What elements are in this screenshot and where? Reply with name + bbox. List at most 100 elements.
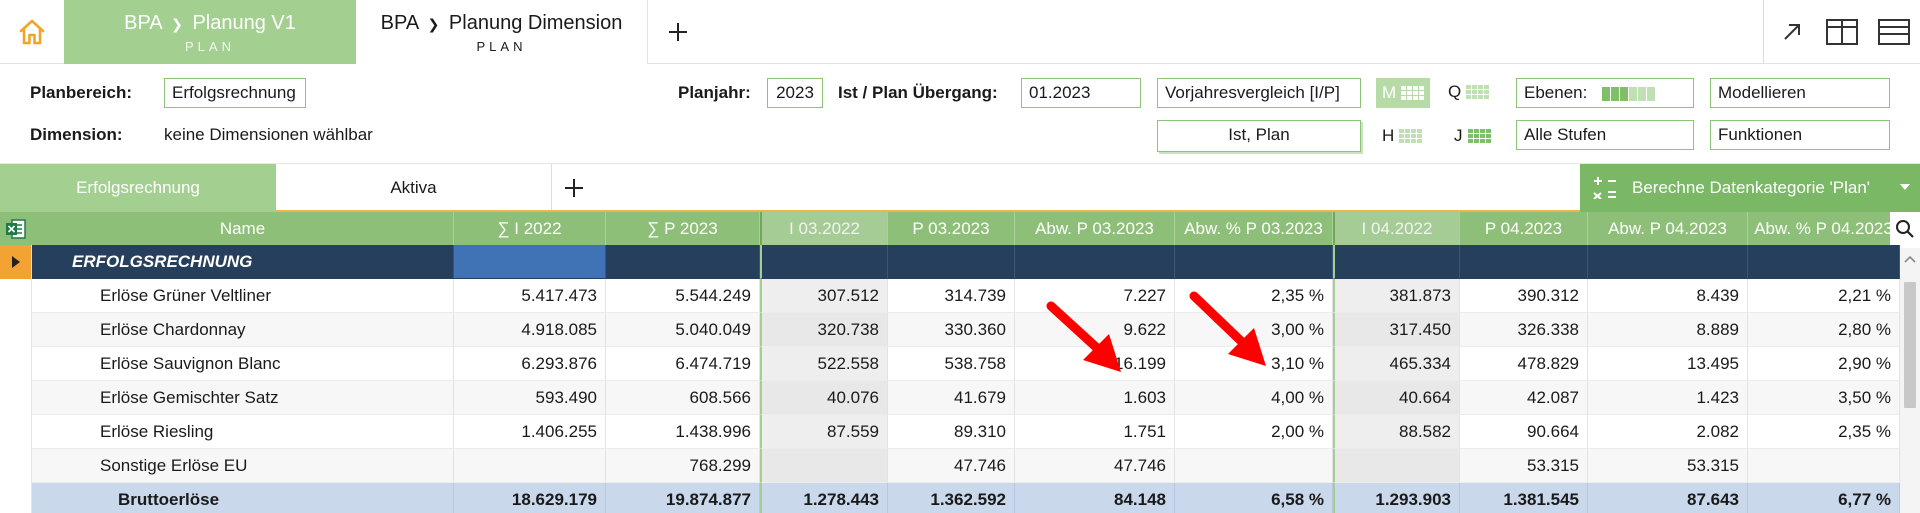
table-row[interactable]: Erlöse Sauvignon Blanc 6.293.876 6.474.719… bbox=[0, 347, 1900, 381]
value-cell[interactable]: 1.293.903 bbox=[1333, 483, 1460, 513]
value-cell[interactable] bbox=[1588, 245, 1748, 279]
planbereich-select[interactable]: Erfolgsrechnung bbox=[164, 78, 306, 108]
value-cell[interactable]: 87.559 bbox=[760, 415, 888, 449]
doc-tab-planung-v1[interactable]: BPA ❯ Planung V1 PLAN bbox=[64, 0, 356, 64]
value-cell[interactable]: 330.360 bbox=[888, 313, 1015, 347]
value-cell[interactable]: 40.664 bbox=[1333, 381, 1460, 415]
value-cell[interactable]: 2,35 % bbox=[1748, 415, 1900, 449]
row-header[interactable] bbox=[0, 313, 32, 347]
value-cell[interactable]: 5.040.049 bbox=[606, 313, 760, 347]
value-cell[interactable]: 90.664 bbox=[1460, 415, 1588, 449]
planjahr-select[interactable]: 2023 bbox=[767, 78, 823, 108]
value-cell[interactable]: 2,80 % bbox=[1748, 313, 1900, 347]
dropdown-caret-icon[interactable] bbox=[1900, 184, 1910, 190]
value-cell[interactable]: 1.751 bbox=[1015, 415, 1175, 449]
table-row[interactable]: Sonstige Erlöse EU 768.299 47.746 47.746 53.… bbox=[0, 449, 1900, 483]
value-cell[interactable]: 2,00 % bbox=[1175, 415, 1333, 449]
sheet-tab-aktiva[interactable]: Aktiva bbox=[276, 164, 552, 212]
value-cell[interactable]: 19.874.877 bbox=[606, 483, 760, 513]
value-cell[interactable]: 6,58 % bbox=[1175, 483, 1333, 513]
value-cell[interactable]: 47.746 bbox=[1015, 449, 1175, 483]
value-cell[interactable]: 8.889 bbox=[1588, 313, 1748, 347]
value-cell[interactable]: 84.148 bbox=[1015, 483, 1175, 513]
calculate-plan-button[interactable]: Berechne Datenkategorie 'Plan' bbox=[1580, 164, 1920, 212]
value-cell[interactable]: 53.315 bbox=[1460, 449, 1588, 483]
add-sheet-button[interactable] bbox=[556, 170, 592, 206]
value-cell[interactable]: 326.338 bbox=[1460, 313, 1588, 347]
row-header[interactable] bbox=[0, 449, 32, 483]
uebergang-input[interactable]: 01.2023 bbox=[1021, 78, 1141, 108]
value-cell[interactable]: 47.746 bbox=[888, 449, 1015, 483]
value-cell[interactable]: 317.450 bbox=[1333, 313, 1460, 347]
value-cell[interactable]: 13.495 bbox=[1588, 347, 1748, 381]
col-header-ist-04-2022[interactable]: I 04.2022 bbox=[1333, 212, 1460, 245]
row-header[interactable] bbox=[0, 279, 32, 313]
modellieren-button[interactable]: Modellieren bbox=[1710, 78, 1890, 108]
value-cell[interactable]: 87.643 bbox=[1588, 483, 1748, 513]
row-header[interactable] bbox=[0, 381, 32, 415]
granularity-quarter-toggle[interactable]: Q bbox=[1448, 82, 1490, 102]
value-cell[interactable]: 1.603 bbox=[1015, 381, 1175, 415]
home-button[interactable] bbox=[0, 0, 64, 64]
value-cell[interactable] bbox=[1333, 245, 1460, 279]
sheet-tab-erfolgsrechnung[interactable]: Erfolgsrechnung bbox=[0, 164, 276, 212]
funktionen-button[interactable]: Funktionen bbox=[1710, 120, 1890, 150]
doc-tab-planung-dimension[interactable]: BPA ❯ Planung Dimension PLAN bbox=[356, 0, 648, 64]
value-cell[interactable]: 1.406.255 bbox=[454, 415, 606, 449]
col-header-sum-plan-2023[interactable]: ∑ P 2023 bbox=[606, 212, 760, 245]
ebenen-select[interactable]: Ebenen: bbox=[1516, 78, 1694, 108]
value-cell[interactable]: 4,00 % bbox=[1175, 381, 1333, 415]
value-cell[interactable]: 5.544.249 bbox=[606, 279, 760, 313]
value-cell[interactable]: 390.312 bbox=[1460, 279, 1588, 313]
row-header[interactable] bbox=[0, 347, 32, 381]
value-cell[interactable]: 2,35 % bbox=[1175, 279, 1333, 313]
col-header-abw-pct-04-2023[interactable]: Abw. % P 04.2023 bbox=[1748, 212, 1900, 245]
value-cell[interactable]: 3,50 % bbox=[1748, 381, 1900, 415]
col-header-abw-03-2023[interactable]: Abw. P 03.2023 bbox=[1015, 212, 1175, 245]
value-cell[interactable] bbox=[454, 449, 606, 483]
col-header-plan-03-2023[interactable]: P 03.2023 bbox=[888, 212, 1015, 245]
value-cell[interactable]: 18.629.179 bbox=[454, 483, 606, 513]
value-cell[interactable] bbox=[1333, 449, 1460, 483]
value-cell[interactable]: 1.278.443 bbox=[760, 483, 888, 513]
value-cell[interactable] bbox=[454, 245, 606, 279]
table-row[interactable]: Erlöse Gemischter Satz 593.490 608.566 40.0… bbox=[0, 381, 1900, 415]
value-cell[interactable] bbox=[760, 245, 888, 279]
scrollbar-thumb[interactable] bbox=[1904, 282, 1916, 408]
vergleich-select[interactable]: Vorjahresvergleich [I/P] bbox=[1157, 78, 1361, 108]
value-cell[interactable]: 768.299 bbox=[606, 449, 760, 483]
col-header-abw-04-2023[interactable]: Abw. P 04.2023 bbox=[1588, 212, 1748, 245]
scroll-up-icon[interactable] bbox=[1900, 252, 1920, 266]
col-header-plan-04-2023[interactable]: P 04.2023 bbox=[1460, 212, 1588, 245]
value-cell[interactable]: 320.738 bbox=[760, 313, 888, 347]
col-header-name[interactable]: Name bbox=[32, 212, 454, 245]
granularity-month-toggle[interactable]: M bbox=[1376, 78, 1431, 108]
value-cell[interactable] bbox=[1748, 245, 1900, 279]
value-cell[interactable]: 2,21 % bbox=[1748, 279, 1900, 313]
value-cell[interactable] bbox=[1175, 245, 1333, 279]
value-cell[interactable]: 1.438.996 bbox=[606, 415, 760, 449]
value-cell[interactable]: 465.334 bbox=[1333, 347, 1460, 381]
value-cell[interactable]: 53.315 bbox=[1588, 449, 1748, 483]
value-cell[interactable]: 5.417.473 bbox=[454, 279, 606, 313]
value-cell[interactable]: 88.582 bbox=[1333, 415, 1460, 449]
table-row[interactable]: Erlöse Chardonnay 4.918.085 5.040.049 320.7… bbox=[0, 313, 1900, 347]
grid-search-button[interactable] bbox=[1890, 212, 1920, 245]
value-cell[interactable] bbox=[606, 245, 760, 279]
value-cell[interactable]: 2.082 bbox=[1588, 415, 1748, 449]
col-header-sum-ist-2022[interactable]: ∑ I 2022 bbox=[454, 212, 606, 245]
value-cell[interactable]: 1.362.592 bbox=[888, 483, 1015, 513]
value-cell[interactable]: 7.227 bbox=[1015, 279, 1175, 313]
popout-button[interactable] bbox=[1772, 12, 1812, 52]
split-horizontal-button[interactable] bbox=[1874, 12, 1914, 52]
value-cell[interactable]: 608.566 bbox=[606, 381, 760, 415]
datenkategorie-select[interactable]: Ist, Plan bbox=[1157, 120, 1361, 152]
value-cell[interactable]: 1.423 bbox=[1588, 381, 1748, 415]
value-cell[interactable]: 478.829 bbox=[1460, 347, 1588, 381]
value-cell[interactable]: 16.199 bbox=[1015, 347, 1175, 381]
col-header-abw-pct-03-2023[interactable]: Abw. % P 03.2023 bbox=[1175, 212, 1333, 245]
excel-export-button[interactable] bbox=[0, 212, 32, 245]
value-cell[interactable]: 6.474.719 bbox=[606, 347, 760, 381]
value-cell[interactable] bbox=[1748, 449, 1900, 483]
value-cell[interactable]: 381.873 bbox=[1333, 279, 1460, 313]
